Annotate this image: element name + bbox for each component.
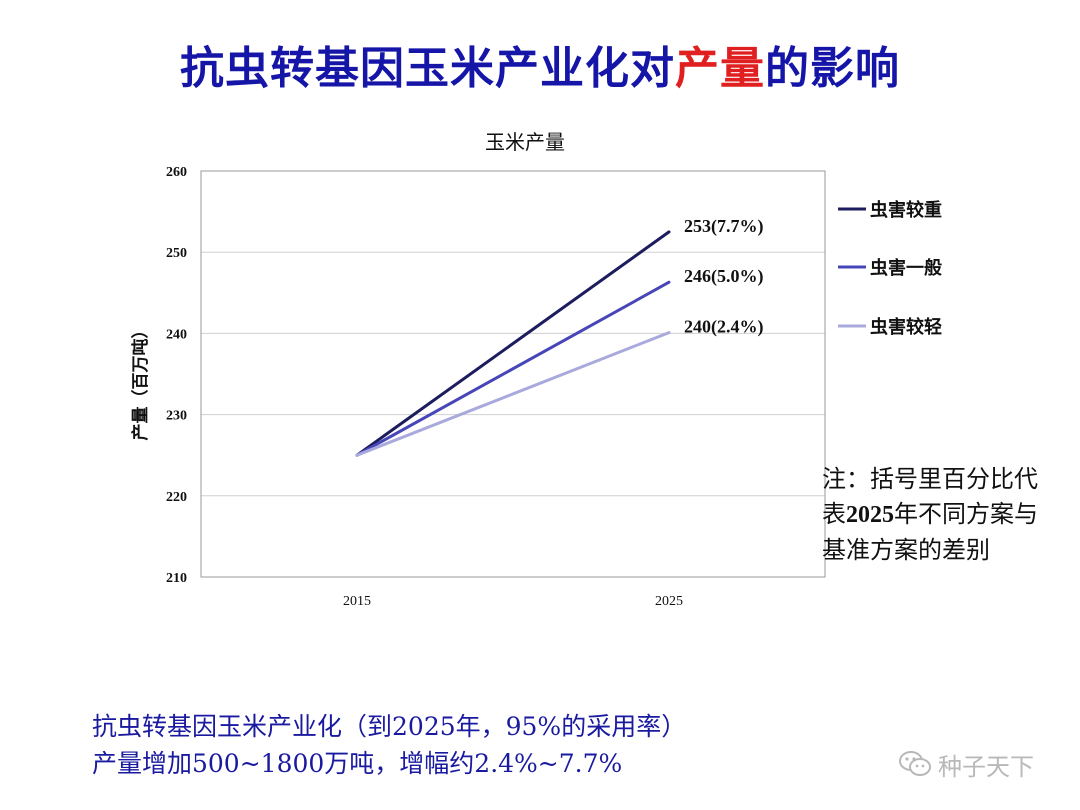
y-tick-label: 230 bbox=[166, 409, 187, 424]
data-labels: 253(7.7%) 246(5.0%) 240(2.4%) bbox=[684, 216, 764, 338]
chart-note: 注：括号里百分比代 表2025年不同方案与 基准方案的差别 bbox=[822, 462, 1072, 568]
data-label: 240(2.4%) bbox=[684, 317, 764, 338]
x-axis-ticks: 2015 2025 bbox=[343, 594, 683, 609]
x-tick-label: 2025 bbox=[655, 594, 683, 609]
data-label: 246(5.0%) bbox=[684, 266, 764, 287]
series-lines bbox=[355, 230, 671, 457]
note-line-2-year: 2025 bbox=[846, 502, 894, 528]
wechat-icon bbox=[899, 751, 931, 776]
chart-title: 玉米产量 bbox=[485, 130, 565, 154]
watermark: 种子天下 bbox=[898, 744, 1068, 784]
x-tick-label: 2015 bbox=[343, 594, 371, 609]
legend-label: 虫害一般 bbox=[870, 257, 942, 279]
y-tick-label: 220 bbox=[166, 490, 187, 505]
note-line-2-post: 年不同方案与 bbox=[894, 500, 1038, 528]
note-line-1: 注：括号里百分比代 bbox=[822, 465, 1038, 493]
note-line-2-pre: 表 bbox=[822, 500, 846, 528]
note-line-3: 基准方案的差别 bbox=[822, 536, 990, 564]
summary-line-2: 产量增加500~1800万吨，增幅约2.4%~7.7% bbox=[92, 749, 623, 778]
y-axis-ticks: 210 220 230 240 250 260 bbox=[166, 165, 187, 586]
slide-title-part2: 的影响 bbox=[765, 43, 900, 94]
y-tick-label: 240 bbox=[166, 327, 187, 342]
slide-title-highlight: 产量 bbox=[675, 43, 765, 94]
plot-frame bbox=[200, 170, 826, 578]
legend-label: 虫害较重 bbox=[870, 199, 942, 221]
series-line bbox=[355, 230, 671, 457]
y-axis-label: 产量（百万吨） bbox=[130, 322, 151, 441]
legend-label: 虫害较轻 bbox=[870, 316, 942, 338]
y-tick-label: 210 bbox=[166, 571, 187, 586]
data-label: 253(7.7%) bbox=[684, 216, 764, 237]
watermark-text: 种子天下 bbox=[938, 752, 1034, 781]
note-line-2: 表2025年不同方案与 bbox=[822, 497, 1072, 533]
slide-title-part1: 抗虫转基因玉米产业化对 bbox=[180, 43, 675, 94]
series-line bbox=[355, 280, 671, 457]
slide-title: 抗虫转基因玉米产业化对产量的影响 bbox=[0, 32, 1080, 96]
summary-text: 抗虫转基因玉米产业化（到2025年，95%的采用率） 产量增加500~1800万… bbox=[92, 708, 852, 782]
series-line bbox=[355, 331, 671, 457]
gridlines bbox=[201, 251, 825, 497]
summary-line-1: 抗虫转基因玉米产业化（到2025年，95%的采用率） bbox=[92, 712, 687, 741]
y-tick-label: 260 bbox=[166, 165, 187, 180]
y-tick-label: 250 bbox=[166, 246, 187, 261]
